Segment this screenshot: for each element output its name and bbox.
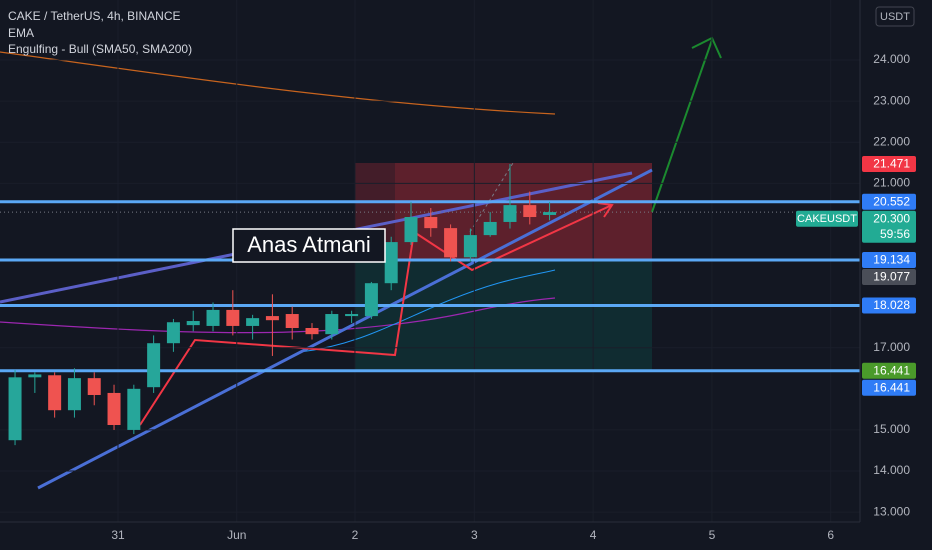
price-label: 19.134 — [873, 253, 910, 267]
candle-body — [384, 242, 398, 284]
price-label-box — [862, 193, 916, 210]
currency[interactable]: USDT — [880, 11, 910, 23]
candle-body — [67, 378, 81, 411]
price-label-box — [862, 155, 916, 172]
price-label: 21.471 — [873, 157, 910, 171]
candle-body — [404, 217, 418, 243]
sma50-line — [299, 269, 556, 353]
legend-indicator: EMA — [8, 26, 34, 40]
dashed-line — [469, 162, 514, 233]
arrow-head — [597, 202, 614, 218]
price-label-box — [862, 362, 916, 379]
price-label: 16.441 — [873, 380, 910, 394]
x-tick-label: 31 — [111, 528, 125, 542]
candle-body — [107, 392, 121, 425]
symbol-tag-label: CAKEUSDT — [797, 213, 857, 225]
candle-body — [543, 212, 557, 215]
legend-title: CAKE / TetherUS, 4h, BINANCE — [8, 9, 181, 23]
time-axis — [0, 522, 932, 550]
candle-body — [483, 221, 497, 236]
legend-indicator: Engulfing - Bull (SMA50, SMA200) — [8, 42, 192, 56]
y-tick-label: 15.000 — [873, 422, 910, 436]
price-label-box — [862, 297, 916, 314]
y-tick-label: 23.000 — [873, 93, 910, 107]
candle-body — [265, 316, 279, 321]
candle-body — [305, 327, 319, 335]
x-tick-label: 6 — [827, 528, 834, 542]
candle-body — [48, 375, 62, 411]
y-tick-label: 24.000 — [873, 52, 910, 66]
y-tick-label: 22.000 — [873, 134, 910, 148]
candle-body — [523, 205, 537, 218]
candle-body — [127, 388, 141, 430]
x-tick-label: 5 — [709, 528, 716, 542]
reward-zone — [355, 259, 652, 370]
y-tick-label: 21.000 — [873, 175, 910, 189]
x-tick-label: Jun — [227, 528, 246, 542]
candle-body — [364, 283, 378, 317]
candle-body — [186, 321, 200, 326]
candle-body — [503, 205, 517, 222]
candle-body — [8, 377, 22, 441]
price-label: 20.552 — [873, 194, 910, 208]
x-tick-label: 2 — [352, 528, 359, 542]
candle-body — [285, 314, 299, 328]
levels — [0, 200, 860, 373]
candle-body — [147, 343, 161, 388]
trend-line — [37, 168, 653, 490]
candle-body — [28, 374, 42, 378]
x-tick-label: 3 — [471, 528, 478, 542]
x-tick-label: 4 — [590, 528, 597, 542]
candle-body — [87, 378, 101, 395]
candle-body — [206, 309, 220, 326]
ema-line — [0, 51, 556, 115]
annotation-box — [232, 228, 386, 263]
price-label: 18.028 — [873, 298, 910, 312]
price-label: 16.441 — [873, 363, 910, 377]
candle-body — [424, 217, 438, 229]
candle-body — [226, 309, 240, 326]
price-label-box — [862, 379, 916, 396]
price-label-box — [862, 252, 916, 269]
countdown: 59:56 — [880, 227, 910, 241]
candle-body — [345, 314, 359, 317]
y-tick-label: 14.000 — [873, 463, 910, 477]
candle-body — [325, 314, 339, 335]
price-label: 19.077 — [873, 270, 910, 284]
candle-body — [246, 318, 260, 326]
price-label: 20.300 — [873, 211, 910, 225]
y-tick-label: 17.000 — [873, 340, 910, 354]
y-tick-label: 13.000 — [873, 504, 910, 518]
price-label-box — [862, 210, 916, 243]
currency-button[interactable] — [875, 6, 915, 27]
price-label-box — [862, 269, 916, 286]
candle-body — [444, 228, 458, 258]
candles — [8, 163, 557, 446]
annotation: Anas Atmani — [247, 232, 371, 257]
candle-body — [166, 322, 180, 344]
candle-body — [463, 235, 477, 258]
symbol-tag — [796, 210, 858, 227]
